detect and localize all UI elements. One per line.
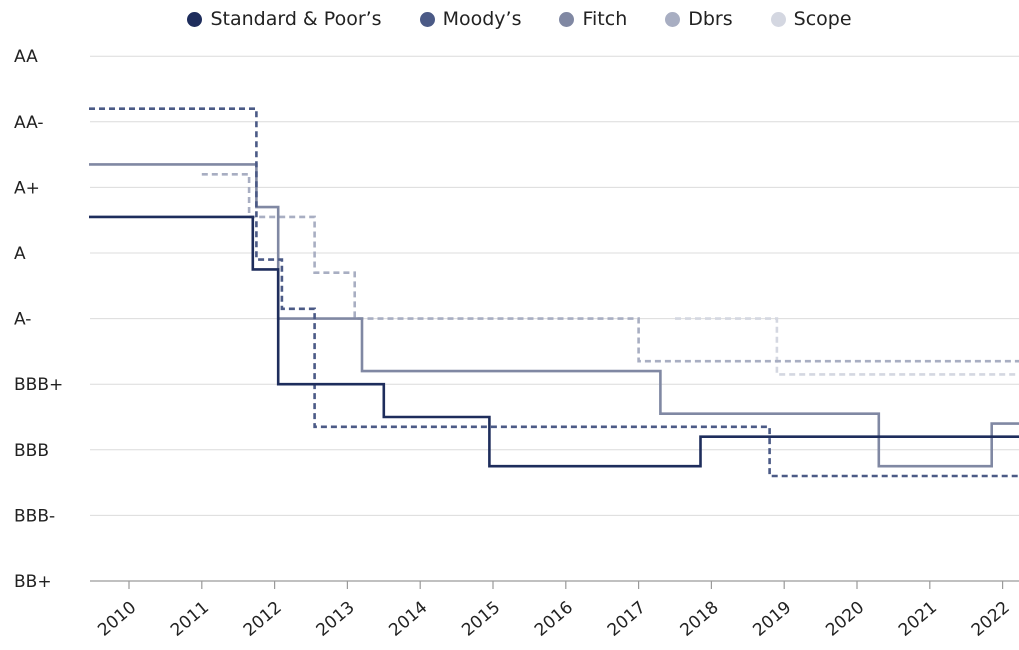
series-lines: [89, 107, 1019, 478]
y-tick-label: BBB+: [14, 375, 63, 395]
series-line-standard-poor-s: [89, 215, 1019, 468]
legend-label: Fitch: [582, 8, 628, 30]
x-tick-label: 2022: [968, 598, 1014, 641]
y-tick-label: BBB-: [14, 506, 55, 526]
legend-item-4: Scope: [770, 8, 852, 30]
gridlines: [90, 55, 1019, 582]
y-tick-label: A+: [14, 178, 40, 198]
y-tick-label: A: [14, 244, 26, 264]
legend-swatch: [187, 11, 203, 27]
legend-item-3: Dbrs: [665, 8, 733, 30]
series-line-scope: [675, 317, 1019, 376]
x-tick-label: 2016: [531, 598, 577, 641]
x-tick-label: 2013: [313, 598, 359, 641]
legend-item-0: Standard & Poor’s: [187, 8, 382, 30]
legend-swatch: [419, 11, 435, 27]
series-line-dbrs: [201, 173, 1019, 363]
y-tick-label: BBB: [14, 441, 49, 461]
legend-swatch: [559, 11, 575, 27]
x-tick-label: 2010: [94, 598, 140, 641]
y-axis: BB+ BBB- BBB BBB+ A- A A+ AA- AA: [14, 47, 63, 592]
legend: Standard & Poor’s Moody’s Fitch Dbrs Scope: [0, 8, 1019, 30]
y-tick-label: BB+: [14, 572, 52, 592]
x-axis: 2010 2011 2012 2013 2014 2015 2016 2017 2018 2019…: [94, 581, 1014, 641]
legend-label: Dbrs: [688, 8, 733, 30]
y-tick-label: AA: [14, 47, 38, 67]
y-tick-label: AA-: [14, 113, 44, 133]
x-tick-label: 2014: [385, 598, 431, 641]
x-tick-label: 2017: [604, 598, 650, 641]
legend-label: Scope: [793, 8, 852, 30]
x-tick-label: 2015: [458, 598, 504, 641]
legend-swatch: [770, 11, 786, 27]
y-tick-label: A-: [14, 310, 31, 330]
x-tick-label: 2020: [822, 598, 868, 641]
x-tick-label: 2012: [240, 598, 286, 641]
series-line-fitch: [89, 163, 1019, 468]
x-tick-label: 2019: [749, 598, 795, 641]
legend-item-2: Fitch: [559, 8, 627, 30]
legend-label: Moody’s: [442, 8, 522, 30]
legend-label: Standard & Poor’s: [210, 8, 382, 30]
legend-item-1: Moody’s: [419, 8, 522, 30]
series-line-moody-s: [89, 107, 1019, 478]
legend-swatch: [665, 11, 681, 27]
x-tick-label: 2021: [895, 598, 941, 641]
x-tick-label: 2011: [167, 598, 213, 641]
x-tick-label: 2018: [677, 598, 723, 641]
